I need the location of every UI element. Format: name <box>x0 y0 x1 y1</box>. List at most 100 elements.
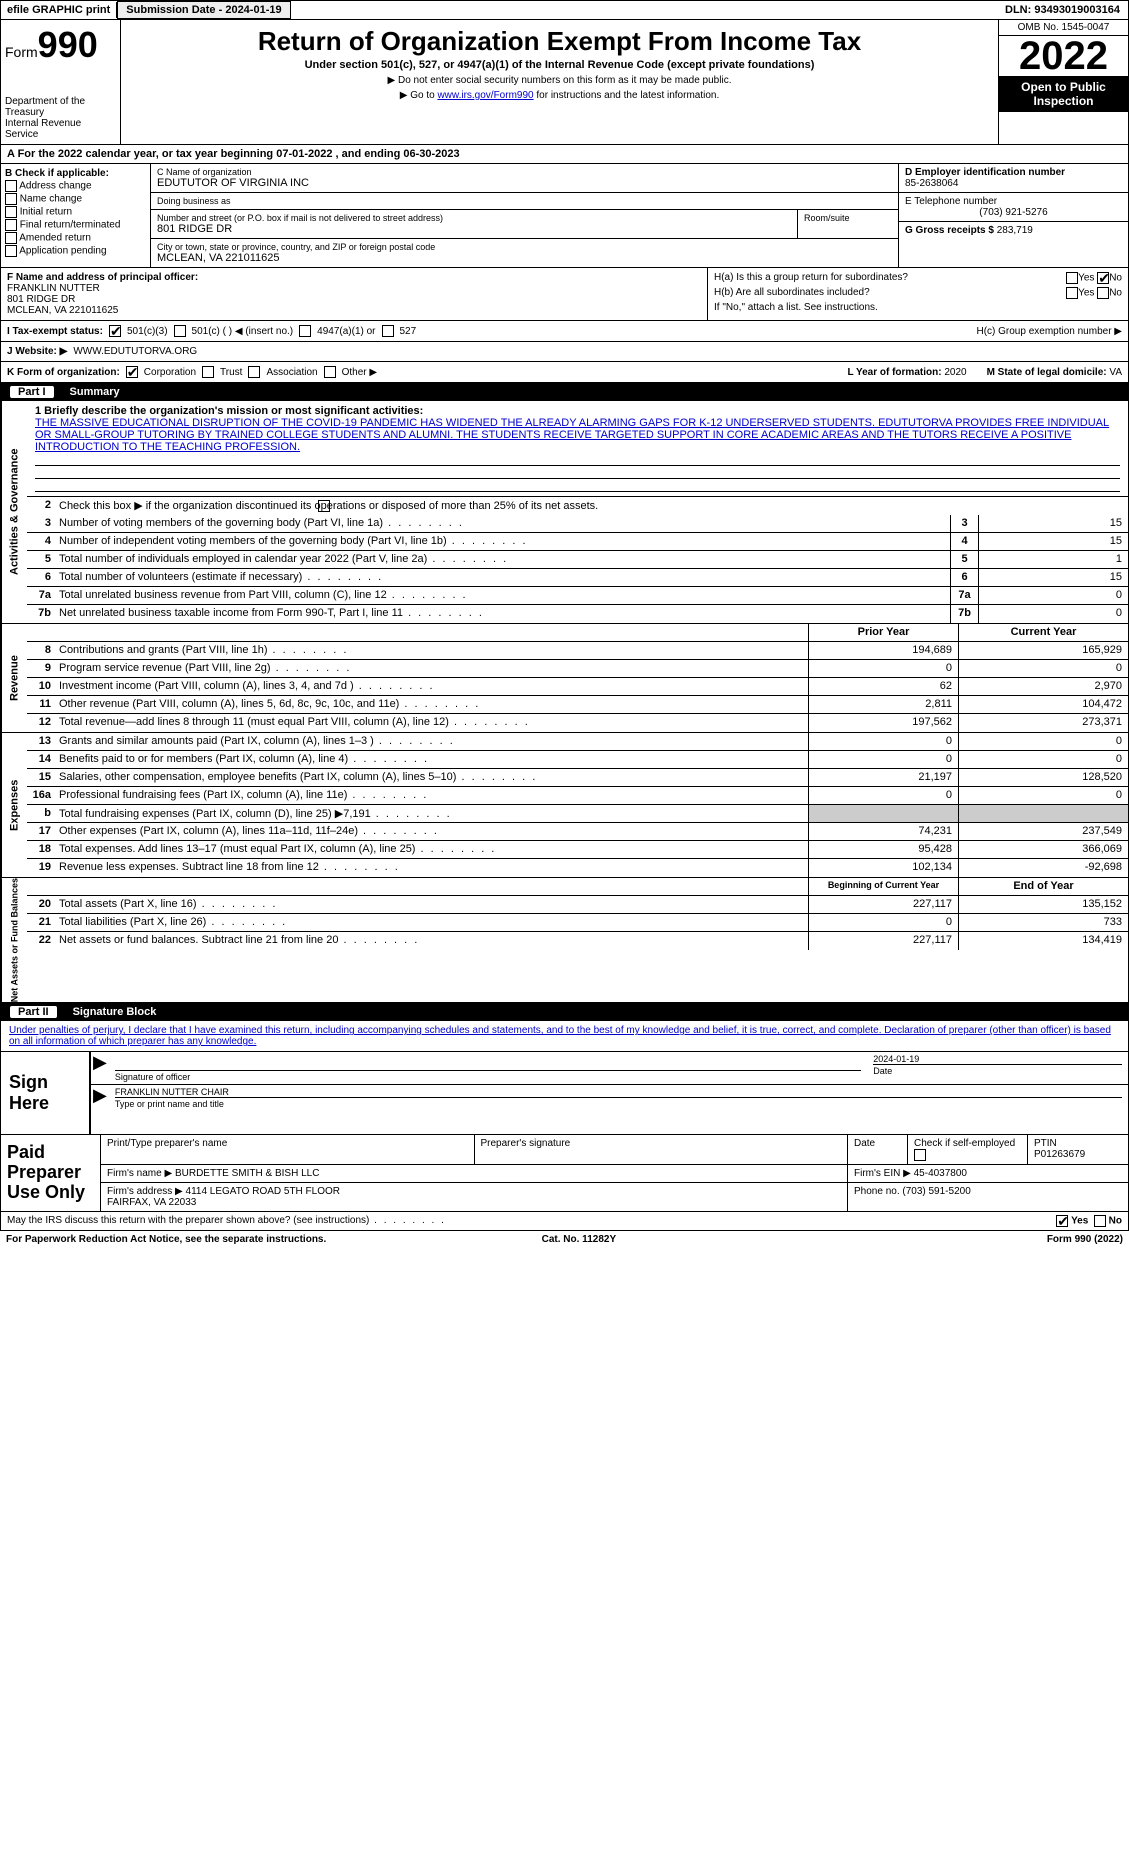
dln: DLN: 93493019003164 <box>997 2 1128 18</box>
checkbox-icon[interactable] <box>5 219 17 231</box>
checkbox-icon[interactable] <box>5 193 17 205</box>
checkbox-icon[interactable] <box>1094 1215 1106 1227</box>
website: WWW.EDUTUTORVA.ORG <box>73 346 197 357</box>
year-formation: 2020 <box>944 367 966 378</box>
checkbox-icon[interactable] <box>1097 287 1109 299</box>
b-opt-3: Final return/terminated <box>5 219 146 231</box>
f-cell: F Name and address of principal officer:… <box>1 268 708 320</box>
b-opt-4: Amended return <box>5 232 146 244</box>
row-j: J Website: ▶ WWW.EDUTUTORVA.ORG <box>0 342 1129 362</box>
table-row: 16a Professional fundraising fees (Part … <box>27 787 1128 805</box>
table-row: 11 Other revenue (Part VIII, column (A),… <box>27 696 1128 714</box>
k-label: K Form of organization: <box>7 367 120 378</box>
hdr-curr: Current Year <box>958 624 1128 641</box>
j-label: J Website: ▶ <box>7 346 67 357</box>
table-row: 19 Revenue less expenses. Subtract line … <box>27 859 1128 877</box>
footer: For Paperwork Reduction Act Notice, see … <box>0 1231 1129 1248</box>
officer-addr1: 801 RIDGE DR <box>7 294 75 305</box>
firm-ein: 45-4037800 <box>914 1168 967 1179</box>
top-bar: efile GRAPHIC print Submission Date - 20… <box>0 0 1129 20</box>
checkbox-icon[interactable] <box>109 325 121 337</box>
date-label: Date <box>873 1064 1122 1076</box>
table-row: b Total fundraising expenses (Part IX, c… <box>27 805 1128 823</box>
checkbox-icon[interactable] <box>324 366 336 378</box>
row-a: A For the 2022 calendar year, or tax yea… <box>0 145 1129 164</box>
dba-label: Doing business as <box>157 196 892 206</box>
prep-self-hdr: Check if self-employed <box>908 1135 1028 1164</box>
checkbox-icon[interactable] <box>382 325 394 337</box>
irs-link[interactable]: www.irs.gov/Form990 <box>437 90 533 101</box>
table-row: 22 Net assets or fund balances. Subtract… <box>27 932 1128 950</box>
open-to-public: Open to Public Inspection <box>999 76 1128 112</box>
col-b: B Check if applicable: Address change Na… <box>1 164 151 267</box>
checkbox-icon[interactable] <box>318 500 330 512</box>
form-number: Form990 <box>5 24 116 66</box>
checkbox-icon[interactable] <box>299 325 311 337</box>
city: MCLEAN, VA 221011625 <box>157 252 892 264</box>
table-row: 20 Total assets (Part X, line 16) 227,11… <box>27 896 1128 914</box>
checkbox-icon[interactable] <box>5 232 17 244</box>
discuss-row: May the IRS discuss this return with the… <box>0 1212 1129 1231</box>
table-row: 3 Number of voting members of the govern… <box>27 515 1128 533</box>
checkbox-icon[interactable] <box>248 366 260 378</box>
ein: 85-2638064 <box>905 178 1122 189</box>
checkbox-icon[interactable] <box>1056 1215 1068 1227</box>
firm-phone-label: Phone no. <box>854 1186 902 1197</box>
checkbox-icon[interactable] <box>5 206 17 218</box>
mission-text[interactable]: THE MASSIVE EDUCATIONAL DISRUPTION OF TH… <box>35 417 1109 453</box>
table-row: 7a Total unrelated business revenue from… <box>27 587 1128 605</box>
firm-phone: (703) 591-5200 <box>902 1186 970 1197</box>
sign-here-block: Sign Here ▶ Signature of officer 2024-01… <box>0 1052 1129 1135</box>
officer-name: FRANKLIN NUTTER <box>7 283 100 294</box>
firm-ein-label: Firm's EIN ▶ <box>854 1168 914 1179</box>
checkbox-icon[interactable] <box>5 180 17 192</box>
officer-printed: FRANKLIN NUTTER CHAIR <box>115 1087 1122 1097</box>
firm-name-label: Firm's name ▶ <box>107 1168 172 1179</box>
printed-label: Type or print name and title <box>115 1097 1122 1109</box>
prep-name-hdr: Print/Type preparer's name <box>101 1135 475 1164</box>
street: 801 RIDGE DR <box>157 223 791 235</box>
sign-here-label: Sign Here <box>1 1052 91 1134</box>
table-row: 18 Total expenses. Add lines 13–17 (must… <box>27 841 1128 859</box>
header-mid: Return of Organization Exempt From Incom… <box>121 20 998 144</box>
part-title: Signature Block <box>73 1006 157 1018</box>
submission-date: Submission Date - 2024-01-19 <box>117 1 290 19</box>
e-label: E Telephone number <box>905 196 997 207</box>
paperwork-notice: For Paperwork Reduction Act Notice, see … <box>6 1234 326 1245</box>
table-row: 8 Contributions and grants (Part VIII, l… <box>27 642 1128 660</box>
state-domicile: VA <box>1109 367 1122 378</box>
row-i: I Tax-exempt status: 501(c)(3) 501(c) ( … <box>0 321 1129 342</box>
checkbox-icon[interactable] <box>1066 272 1078 284</box>
table-row: 5 Total number of individuals employed i… <box>27 551 1128 569</box>
b-header: B Check if applicable: <box>5 168 109 179</box>
efile-label: efile GRAPHIC print <box>1 2 117 18</box>
table-row: 9 Program service revenue (Part VIII, li… <box>27 660 1128 678</box>
checkbox-icon[interactable] <box>1066 287 1078 299</box>
hdr-end: End of Year <box>958 878 1128 895</box>
city-label: City or town, state or province, country… <box>157 242 892 252</box>
arrow-icon: ▶ <box>91 1052 109 1084</box>
table-row: 4 Number of independent voting members o… <box>27 533 1128 551</box>
checkbox-icon[interactable] <box>1097 272 1109 284</box>
f-label: F Name and address of principal officer: <box>7 272 198 283</box>
discuss-q: May the IRS discuss this return with the… <box>7 1215 446 1227</box>
expenses-block: Expenses 13 Grants and similar amounts p… <box>0 733 1129 878</box>
revenue-block: Revenue bPrior YearCurrent Year 8 Contri… <box>0 624 1129 733</box>
ptin-hdr: PTIN <box>1034 1138 1057 1149</box>
perjury-statement: Under penalties of perjury, I declare th… <box>0 1021 1129 1052</box>
room-label: Room/suite <box>804 213 892 223</box>
row-k: K Form of organization: Corporation Trus… <box>0 362 1129 383</box>
checkbox-icon[interactable] <box>174 325 186 337</box>
hb-label: H(b) Are all subordinates included? <box>714 287 870 298</box>
table-row: 10 Investment income (Part VIII, column … <box>27 678 1128 696</box>
b-opt-1: Name change <box>5 193 146 205</box>
street-label: Number and street (or P.O. box if mail i… <box>157 213 791 223</box>
checkbox-icon[interactable] <box>126 366 138 378</box>
checkbox-icon[interactable] <box>5 245 17 257</box>
checkbox-icon[interactable] <box>914 1149 926 1161</box>
paid-preparer-label: Paid Preparer Use Only <box>1 1135 101 1211</box>
b-opt-2: Initial return <box>5 206 146 218</box>
checkbox-icon[interactable] <box>202 366 214 378</box>
b-opt-0: Address change <box>5 180 146 192</box>
cat-no: Cat. No. 11282Y <box>542 1234 616 1245</box>
